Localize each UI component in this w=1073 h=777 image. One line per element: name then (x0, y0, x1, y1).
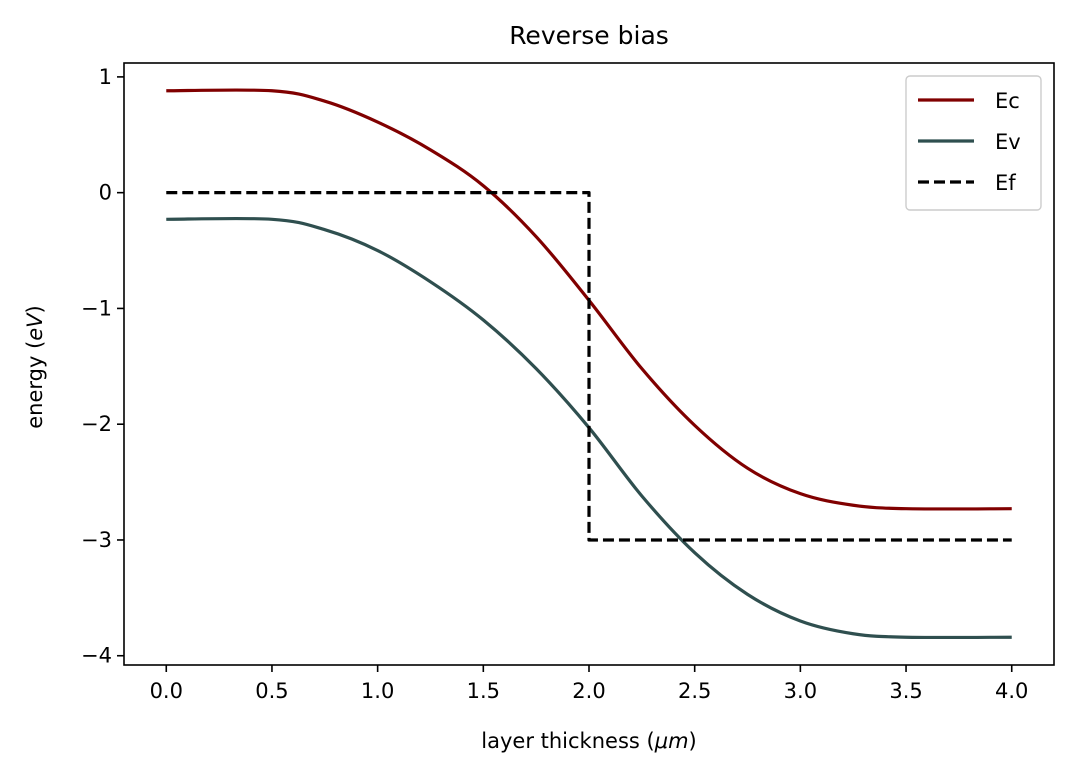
x-tick-label: 0.5 (255, 679, 288, 703)
x-tick-label: 3.5 (889, 679, 922, 703)
series-line-ef (166, 191, 1012, 542)
legend-label-ef: Ef (995, 171, 1016, 195)
series-layer (166, 88, 1012, 640)
legend-box (905, 75, 1042, 211)
y-tick-label: −2 (81, 412, 112, 436)
x-tick-label: 3.0 (784, 679, 817, 703)
y-tick-label: 1 (99, 65, 112, 89)
x-tick-label: 2.5 (678, 679, 711, 703)
legend-label-ev: Ev (995, 130, 1021, 154)
x-tick-label: 4.0 (995, 679, 1028, 703)
x-tick-label: 0.0 (150, 679, 183, 703)
chart-title: Reverse bias (509, 21, 669, 50)
plot-frame (123, 62, 1055, 666)
ticks-layer: 0.0 0.5 1.0 1.5 2.0 2.5 3.0 3.5 4.0 1 0 −1 −2 −3 −4 (81, 65, 1028, 703)
y-tick-label: −3 (81, 528, 112, 552)
legend-label-ec: Ec (995, 89, 1020, 113)
x-axis-label: layer thickness (μm) (481, 729, 696, 753)
y-tick-label: −1 (81, 296, 112, 320)
y-axis-label: energy (eV) (23, 305, 47, 429)
y-tick-label: 0 (99, 181, 112, 205)
legend: Ec Ev Ef (905, 75, 1042, 211)
x-tick-label: 1.5 (467, 679, 500, 703)
x-tick-label: 2.0 (572, 679, 605, 703)
y-tick-label: −4 (81, 644, 112, 668)
x-tick-label: 1.0 (361, 679, 394, 703)
